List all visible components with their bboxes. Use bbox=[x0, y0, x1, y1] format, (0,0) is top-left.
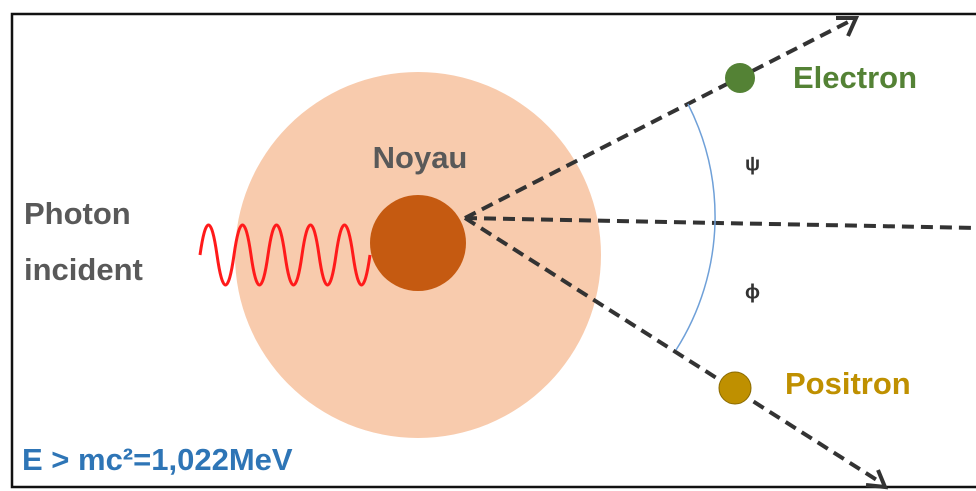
reference-line bbox=[464, 216, 976, 230]
photon-label: Photon bbox=[24, 196, 131, 231]
positron-arrowhead bbox=[865, 469, 889, 490]
electron-label: Electron bbox=[793, 60, 917, 95]
photon-wave bbox=[198, 223, 372, 287]
nucleus-label: Noyau bbox=[373, 140, 468, 175]
psi-label: ψ bbox=[745, 153, 760, 175]
phi-label: ϕ bbox=[745, 281, 760, 303]
phi-arc bbox=[675, 222, 716, 351]
nucleus bbox=[370, 195, 466, 291]
electron-arrowhead bbox=[836, 16, 860, 37]
energy-condition: E > mc²=1,022MeV bbox=[22, 442, 293, 477]
positron-dot bbox=[718, 371, 752, 405]
positron-path bbox=[463, 216, 882, 484]
psi-arc bbox=[687, 103, 716, 224]
positron-label: Positron bbox=[785, 366, 911, 401]
electron-path bbox=[464, 18, 853, 220]
electron-dot bbox=[725, 63, 755, 93]
photon-label: incident bbox=[24, 252, 143, 287]
